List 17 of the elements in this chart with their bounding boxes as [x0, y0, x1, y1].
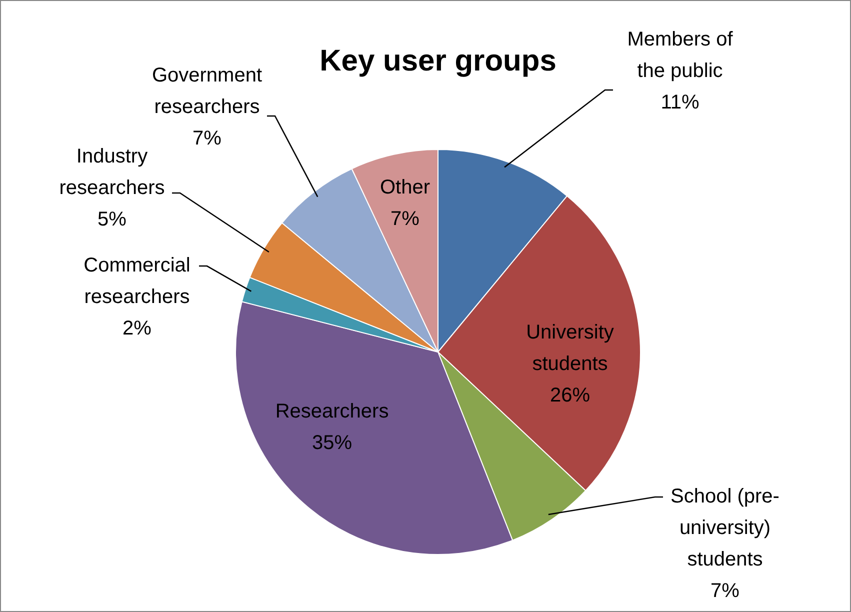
data-label: 7%	[390, 208, 420, 230]
slice-label: Government researchers	[152, 64, 262, 118]
data-label: 26%	[550, 384, 590, 407]
slice-label: Other	[380, 176, 430, 199]
chart-title: Key user groups	[320, 44, 556, 78]
data-label: 2%	[122, 318, 152, 340]
slice-label: University students	[526, 322, 614, 376]
slice-label: Commercial researchers	[84, 254, 190, 308]
slice-label: School (pre-university) students	[670, 486, 780, 571]
data-label: 11%	[660, 92, 700, 114]
slice-label: Industry researchers	[59, 146, 165, 200]
data-label: 7%	[710, 580, 740, 602]
data-label: 7%	[192, 128, 222, 150]
data-label: 5%	[98, 208, 127, 231]
slice-label: Researchers	[275, 400, 389, 423]
slice-label: Members of the public	[627, 28, 734, 82]
data-label: 35%	[312, 432, 352, 454]
